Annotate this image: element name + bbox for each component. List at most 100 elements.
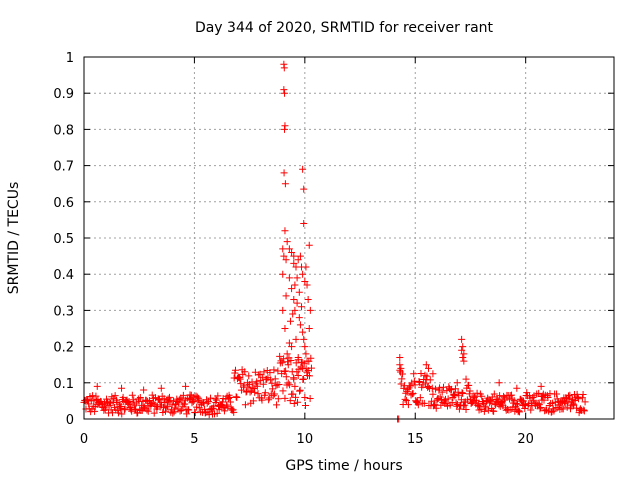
data-point (265, 396, 273, 404)
data-point (281, 180, 289, 188)
data-point (120, 406, 128, 414)
y-tick-label: 0.2 (53, 341, 74, 356)
data-point (515, 408, 523, 416)
data-point (579, 391, 587, 399)
data-point (267, 376, 275, 384)
data-point (401, 395, 409, 403)
data-point (410, 370, 418, 378)
data-point (258, 396, 266, 404)
data-point (292, 393, 300, 401)
data-point (121, 405, 129, 413)
y-tick-label: 0.6 (53, 196, 74, 211)
data-point (205, 411, 213, 419)
data-point (566, 405, 574, 413)
data-point (536, 405, 544, 413)
data-point (177, 406, 185, 414)
data-point (232, 393, 240, 401)
data-point (304, 296, 312, 304)
data-point (128, 391, 136, 399)
data-point (535, 401, 543, 409)
data-point (268, 379, 276, 387)
y-tick-label: 0.1 (53, 377, 74, 392)
data-point (519, 397, 527, 405)
y-tick-label: 0.3 (53, 304, 74, 319)
data-point (199, 399, 207, 407)
data-point (452, 399, 460, 407)
data-point (230, 408, 238, 416)
data-point (288, 285, 296, 293)
data-point (188, 399, 196, 407)
data-point (117, 402, 125, 410)
data-point (179, 391, 187, 399)
data-point (222, 401, 230, 409)
data-point (473, 389, 481, 397)
data-point (280, 252, 288, 260)
data-point (300, 220, 308, 228)
grid-lines (84, 57, 614, 419)
data-point (111, 392, 119, 400)
data-point (241, 368, 249, 376)
data-point (398, 375, 406, 383)
data-points (80, 60, 589, 423)
data-point (559, 405, 567, 413)
data-point (235, 374, 243, 382)
data-point (529, 393, 537, 401)
y-tick-label: 0 (66, 413, 74, 428)
data-point (489, 407, 497, 415)
data-point (426, 376, 434, 384)
data-point (540, 396, 548, 404)
data-point (294, 372, 302, 380)
x-tick-label: 10 (297, 432, 314, 447)
y-tick-label: 0.8 (53, 123, 74, 138)
data-point (301, 394, 309, 402)
data-point (580, 407, 588, 415)
data-point (290, 252, 298, 260)
data-point (280, 169, 288, 177)
data-point (285, 339, 293, 347)
data-point (136, 394, 144, 402)
data-point (285, 274, 293, 282)
data-point (307, 354, 315, 362)
data-point (294, 353, 302, 361)
data-point (215, 406, 223, 414)
data-point (278, 359, 286, 367)
data-point (91, 407, 99, 415)
x-axis-title: GPS time / hours (285, 458, 402, 474)
data-point (281, 325, 289, 332)
data-point (420, 399, 428, 407)
data-point (249, 397, 257, 405)
data-point (286, 397, 294, 405)
data-point (281, 394, 289, 402)
chart-title: Day 344 of 2020, SRMTID for receiver ran… (195, 20, 494, 36)
data-point (286, 381, 294, 389)
data-point (282, 367, 290, 375)
data-point (291, 281, 299, 289)
y-tick-label: 0.4 (53, 268, 74, 283)
data-point (300, 375, 308, 383)
data-point (253, 378, 261, 386)
data-point (279, 306, 287, 314)
data-point (265, 394, 273, 402)
data-point (296, 386, 304, 394)
data-point (144, 407, 152, 415)
data-point (500, 392, 508, 400)
data-point (288, 248, 296, 256)
data-point (406, 382, 414, 390)
x-tick-label: 20 (517, 432, 534, 447)
y-axis-title: SRMTID / TECUs (6, 182, 22, 295)
data-point (490, 407, 498, 415)
data-point (108, 409, 116, 417)
data-point (282, 292, 290, 300)
data-point (253, 382, 261, 390)
data-point (301, 277, 309, 285)
data-point (574, 393, 582, 401)
data-point (118, 410, 126, 418)
data-point (402, 396, 410, 404)
data-point (415, 378, 423, 386)
data-point (298, 303, 306, 311)
data-point (266, 369, 274, 377)
data-point (140, 386, 148, 394)
data-point (171, 404, 179, 412)
data-point (224, 403, 232, 411)
